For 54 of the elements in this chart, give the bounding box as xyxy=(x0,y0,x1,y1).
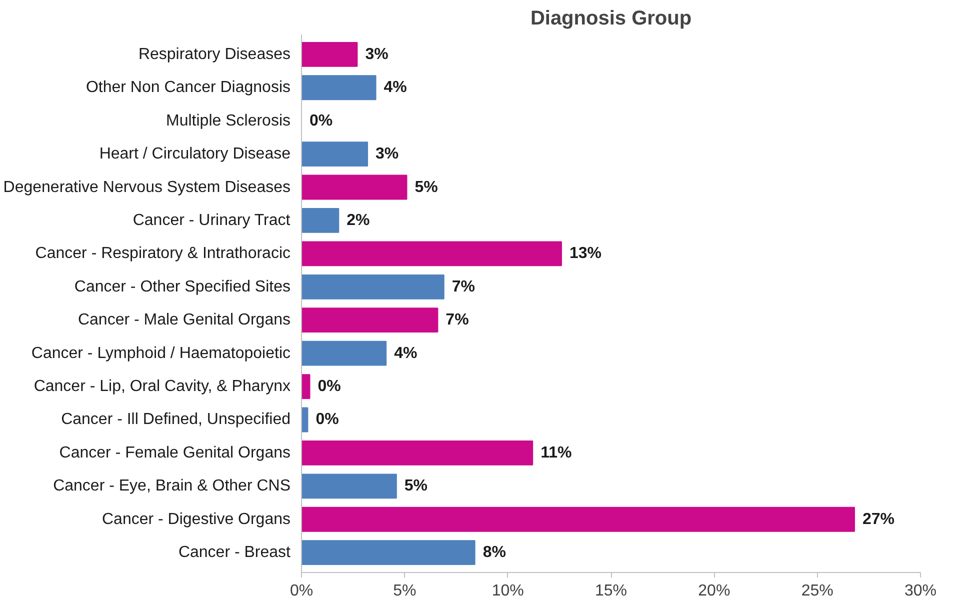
y-tick-label: Cancer - Digestive Organs xyxy=(102,510,290,528)
data-label: 3% xyxy=(365,46,388,63)
bar xyxy=(302,540,476,566)
bar xyxy=(302,274,444,300)
x-tick-label: 20% xyxy=(698,582,730,600)
bar xyxy=(302,142,368,167)
data-label: 7% xyxy=(452,278,475,296)
y-tick-label: Cancer - Breast xyxy=(178,544,292,562)
data-label: 0% xyxy=(318,378,341,396)
bar xyxy=(302,75,376,100)
y-tick-label: Cancer - Urinary Tract xyxy=(132,212,291,229)
y-tick-label: Cancer - Eye, Brain & Other CNS xyxy=(53,478,291,495)
y-tick-label: Cancer - Respiratory & Intrathoracic xyxy=(35,245,290,262)
data-label: 11% xyxy=(540,444,572,462)
bar xyxy=(302,241,562,266)
bar xyxy=(302,174,408,200)
x-tick-label: 0% xyxy=(290,582,314,600)
data-label: 0% xyxy=(310,112,333,130)
bar xyxy=(302,308,438,333)
chart-title: Diagnosis Group xyxy=(530,8,692,30)
bar xyxy=(302,208,340,233)
y-tick-label: Cancer - Ill Defined, Unspecified xyxy=(61,411,290,428)
x-tick-label: 10% xyxy=(492,582,524,600)
bar xyxy=(302,440,534,466)
data-label: 27% xyxy=(862,510,895,528)
data-label: 2% xyxy=(346,212,370,229)
bar xyxy=(302,374,310,399)
y-tick-label: Other Non Cancer Diagnosis xyxy=(86,79,291,96)
y-tick-label: Cancer - Lymphoid / Haematopoietic xyxy=(31,344,291,362)
data-label: 4% xyxy=(384,79,407,96)
data-label: 5% xyxy=(414,178,438,196)
data-label: 7% xyxy=(446,312,469,329)
data-label: 0% xyxy=(316,411,339,428)
data-label: 8% xyxy=(482,544,506,562)
x-tick-label: 25% xyxy=(801,582,834,600)
bar xyxy=(302,42,358,67)
x-tick-label: 30% xyxy=(904,582,937,600)
y-tick-label: Cancer - Male Genital Organs xyxy=(78,312,290,329)
bar xyxy=(302,340,387,366)
y-tick-label: Degenerative Nervous System Diseases xyxy=(3,178,290,196)
data-label: 5% xyxy=(404,478,428,495)
data-label: 13% xyxy=(569,245,602,262)
y-tick-label: Cancer - Lip, Oral Cavity, & Pharynx xyxy=(34,378,291,396)
bar xyxy=(302,474,397,499)
x-tick-label: 5% xyxy=(393,582,416,600)
y-tick-label: Cancer - Female Genital Organs xyxy=(59,444,290,462)
bar xyxy=(302,506,855,532)
data-label: 3% xyxy=(376,146,399,163)
y-tick-label: Respiratory Diseases xyxy=(138,46,291,63)
y-tick-label: Cancer - Other Specified Sites xyxy=(74,278,290,296)
x-tick-label: 15% xyxy=(594,582,628,600)
data-label: 4% xyxy=(394,344,418,362)
y-tick-label: Heart / Circulatory Disease xyxy=(99,146,291,163)
y-tick-label: Multiple Sclerosis xyxy=(166,112,290,130)
